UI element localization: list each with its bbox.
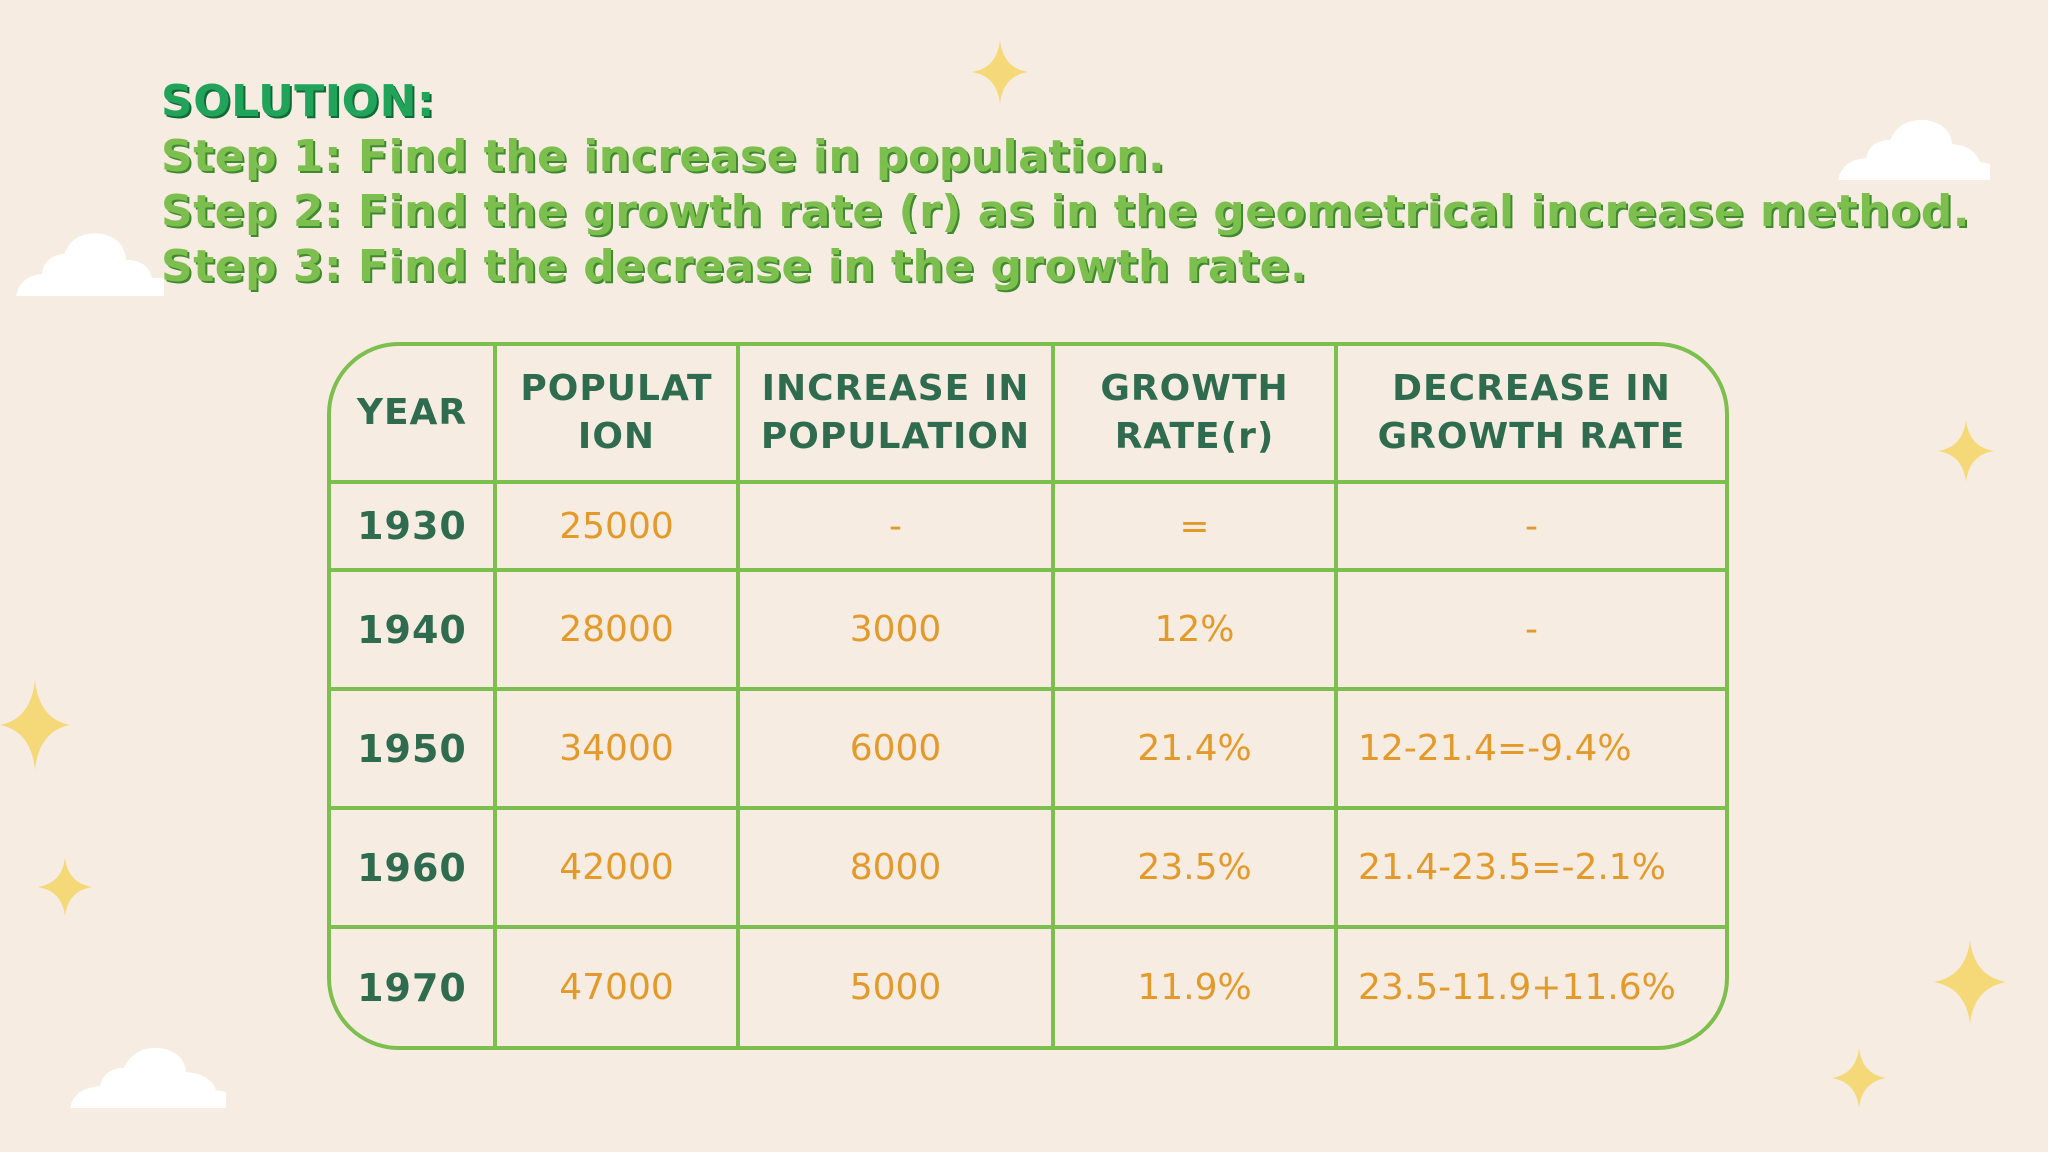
cell-year: 1970	[331, 925, 497, 1046]
cell-increase: 5000	[736, 925, 1055, 1046]
cell-decrease: -	[1334, 480, 1725, 572]
cell-decrease: -	[1334, 568, 1725, 691]
cell-increase: -	[736, 480, 1055, 572]
solution-heading: SOLUTION: Step 1: Find the increase in p…	[161, 74, 1970, 294]
cell-population: 42000	[493, 806, 740, 929]
cell-increase: 3000	[736, 568, 1055, 691]
cell-decrease: 23.5-11.9+11.6%	[1334, 925, 1725, 1046]
cell-year: 1950	[331, 687, 497, 810]
cell-growth-rate: 11.9%	[1051, 925, 1338, 1046]
table-row: 1960 42000 8000 23.5% 21.4-23.5=-2.1%	[331, 806, 1725, 929]
sparkle-icon	[1934, 940, 2006, 1024]
cloud-icon	[70, 1047, 226, 1108]
table-row: 1930 25000 - = -	[331, 480, 1725, 572]
cloud-icon	[1838, 119, 1990, 180]
step-1-text: Step 1: Find the increase in population.	[161, 131, 1166, 182]
cell-growth-rate: 23.5%	[1051, 806, 1338, 929]
cell-increase: 6000	[736, 687, 1055, 810]
cell-year: 1960	[331, 806, 497, 929]
header-decrease-in-growth-rate: DECREASE IN GROWTH RATE	[1334, 346, 1725, 484]
header-increase-in-population: INCREASE IN POPULATION	[736, 346, 1055, 484]
table-row: 1970 47000 5000 11.9% 23.5-11.9+11.6%	[331, 925, 1725, 1046]
header-growth-rate: GROWTH RATE(r)	[1051, 346, 1338, 484]
data-table: YEAR POPULAT ION INCREASE IN POPULATION …	[331, 346, 1725, 1046]
sparkle-icon	[972, 40, 1028, 104]
cell-growth-rate: =	[1051, 480, 1338, 572]
cell-year: 1940	[331, 568, 497, 691]
cell-population: 34000	[493, 687, 740, 810]
cell-increase: 8000	[736, 806, 1055, 929]
step-3-text: Step 3: Find the decrease in the growth …	[161, 241, 1308, 292]
sparkle-icon	[0, 680, 70, 770]
header-population: POPULAT ION	[493, 346, 740, 484]
cell-growth-rate: 21.4%	[1051, 687, 1338, 810]
cell-decrease: 21.4-23.5=-2.1%	[1334, 806, 1725, 929]
cloud-icon	[16, 233, 164, 296]
sparkle-icon	[1938, 420, 1994, 482]
cell-decrease: 12-21.4=-9.4%	[1334, 687, 1725, 810]
header-year: YEAR	[331, 346, 497, 484]
table-row: 1950 34000 6000 21.4% 12-21.4=-9.4%	[331, 687, 1725, 810]
sparkle-icon	[1832, 1048, 1886, 1108]
cell-population: 25000	[493, 480, 740, 572]
cell-population: 47000	[493, 925, 740, 1046]
cell-growth-rate: 12%	[1051, 568, 1338, 691]
solution-title: SOLUTION:	[161, 76, 435, 127]
step-2-text: Step 2: Find the growth rate (r) as in t…	[161, 186, 1971, 237]
table-row: 1940 28000 3000 12% -	[331, 568, 1725, 691]
cell-population: 28000	[493, 568, 740, 691]
population-table: YEAR POPULAT ION INCREASE IN POPULATION …	[327, 342, 1729, 1050]
sparkle-icon	[38, 858, 92, 916]
table-header-row: YEAR POPULAT ION INCREASE IN POPULATION …	[331, 346, 1725, 484]
cell-year: 1930	[331, 480, 497, 572]
